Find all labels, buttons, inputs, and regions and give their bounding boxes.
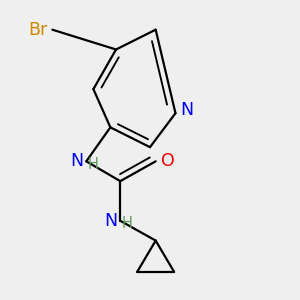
- Text: H: H: [122, 216, 133, 231]
- Text: N: N: [70, 152, 83, 170]
- Text: Br: Br: [28, 21, 47, 39]
- Text: H: H: [88, 157, 99, 172]
- Text: N: N: [104, 212, 117, 230]
- Text: N: N: [181, 101, 194, 119]
- Text: O: O: [161, 152, 175, 170]
